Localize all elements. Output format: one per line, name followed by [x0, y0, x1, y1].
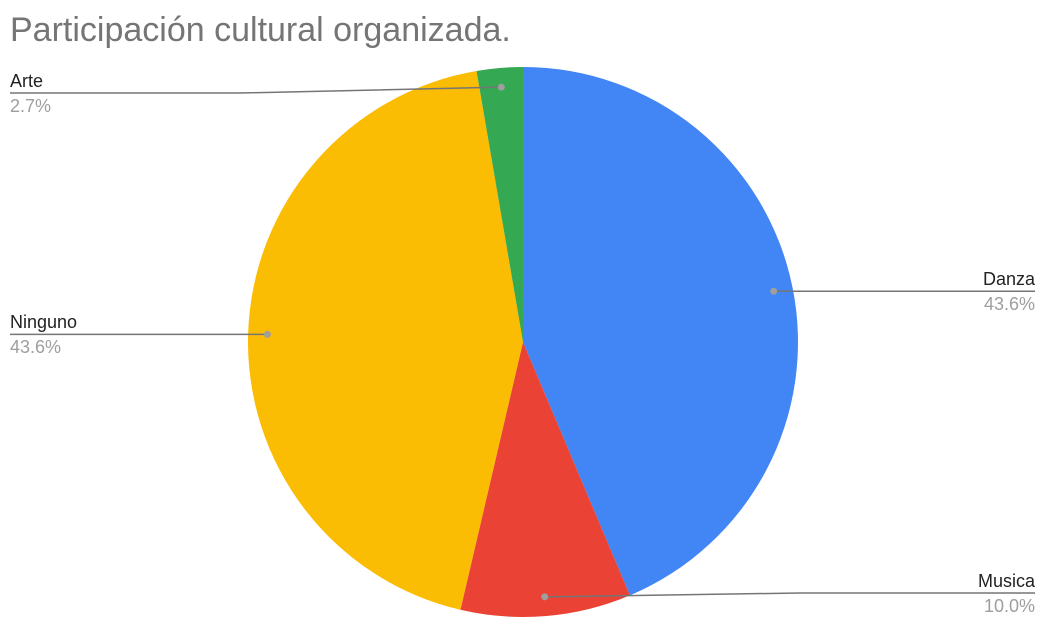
pie-slice — [476, 67, 523, 342]
pie-slice — [247, 70, 523, 610]
leader-dot — [541, 593, 549, 601]
data-label: 43.6% — [984, 294, 1035, 314]
legend-label: Ninguno — [10, 312, 77, 332]
leader-dot — [263, 330, 271, 338]
data-label: 2.7% — [10, 96, 51, 116]
legend-label: Musica — [978, 571, 1036, 591]
legend-label: Arte — [10, 71, 43, 91]
pie-slice — [460, 342, 630, 617]
chart-title: Participación cultural organizada. — [10, 11, 511, 49]
leader-dot — [497, 83, 505, 91]
leader-line — [10, 86, 502, 94]
data-label: 43.6% — [10, 337, 61, 357]
pie-slice — [523, 67, 798, 596]
leader-line — [544, 592, 1035, 598]
leader-dot — [770, 287, 778, 295]
data-label: 10.0% — [984, 596, 1035, 616]
legend-label: Danza — [983, 269, 1036, 289]
